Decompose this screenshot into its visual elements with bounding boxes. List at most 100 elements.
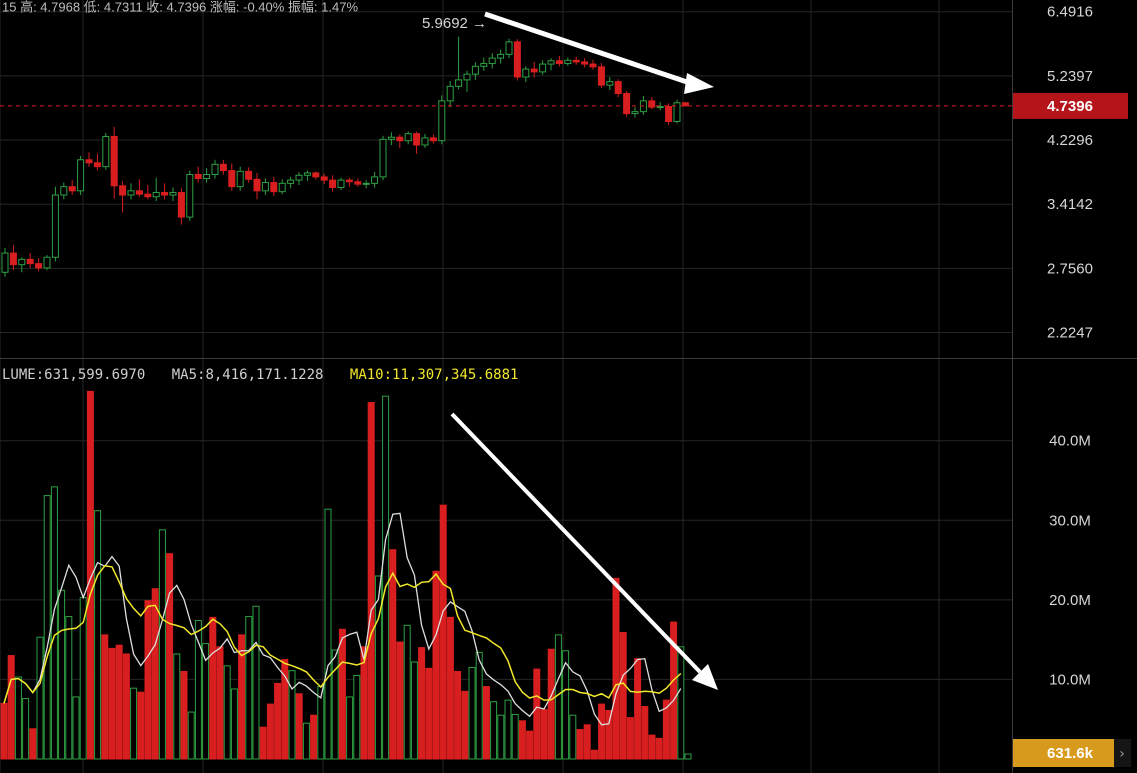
volume-bar [43,495,51,760]
ohlc-header: 15 高: 4.7968 低: 4.7311 收: 4.7396 涨幅: -0.… [2,0,358,15]
candle-body [1,252,9,273]
volume-bar [194,620,202,760]
trend-arrow-volume [450,412,718,690]
volume-bar [144,600,152,760]
candle-body [606,81,614,86]
high-price-label: 5.9692 → [422,15,487,32]
volume-bar [86,390,94,760]
volume-bar [598,703,606,760]
volume-bar [0,702,8,760]
candle-body [522,68,530,78]
volume-bar [518,720,526,760]
candle-body [681,102,689,107]
candle-body [18,258,26,266]
volume-bar [274,682,282,760]
candle-body [127,190,135,196]
volume-bar [245,616,253,760]
candle-body [43,256,51,269]
price-tick-label: 4.2296 [1047,132,1093,149]
scroll-right-button[interactable] [1114,739,1131,767]
volume-bar [209,616,217,760]
chevron-right-icon[interactable]: › [1119,746,1125,762]
candle-body [270,182,278,193]
candle-body [371,176,379,184]
volume-bar [374,575,382,760]
candle-body [110,135,118,187]
candle-body [471,65,479,75]
candle-body [102,135,110,168]
candle-body [404,133,412,142]
volume-tick-label: 20.0M [1049,592,1091,609]
candle-body [396,136,404,142]
candle-body [505,41,513,55]
candle-body [203,173,211,179]
candle-body [446,85,454,102]
volume-bar [302,722,310,760]
volume-bar [619,631,627,760]
volume-bar [432,570,440,760]
ma5-line [3,512,682,726]
candle-body [539,63,547,73]
volume-bar [605,709,613,760]
volume-bar [677,646,685,760]
volume-bar [547,648,555,760]
ma10-line [3,564,682,704]
volume-bar [590,749,598,760]
volume-bar [576,729,584,760]
volume-bar [94,510,102,760]
volume-bar [360,646,368,760]
volume-bar [324,508,332,760]
candle-body [177,192,185,218]
candle-body [245,170,253,180]
volume-bar [259,726,267,760]
price-tick-label: 5.2397 [1047,68,1093,85]
volume-bar [65,616,73,760]
volume-bar [504,699,512,760]
candle-body [513,41,521,78]
volume-bar [454,670,462,760]
candle-body [429,137,437,142]
volume-bar [202,643,210,760]
volume-bar [612,577,620,760]
volume-bar [151,588,159,760]
volume-bar [310,714,318,760]
candle-body [295,174,303,181]
candle-body [211,163,219,175]
candle-body [236,170,244,188]
candle-body [93,162,101,168]
candle-body [287,179,295,184]
candle-body [648,100,656,108]
candle-body [463,73,471,81]
price-candlesticks [1,36,689,277]
candle-body [320,176,328,181]
candle-body [530,68,538,73]
candle-body [631,111,639,115]
volume-bar [468,666,476,760]
volume-bar [158,529,166,760]
volume-bar [497,714,505,760]
volume-bar [230,688,238,760]
volume-bar [122,653,130,760]
volume-bar [655,737,663,760]
volume-bar [490,701,498,760]
candle-body [572,59,580,63]
volume-bars [0,390,692,760]
volume-bar [346,696,354,760]
volume-bar [252,605,260,760]
candle-body [194,173,202,179]
volume-bar [173,653,181,760]
volume-bar [216,646,224,760]
candle-body [597,66,605,86]
volume-bar [634,658,642,760]
volume-bar [446,616,454,760]
candle-body [413,133,421,146]
volume-bar [475,651,483,760]
candle-body [379,138,387,178]
volume-bar [684,753,692,760]
volume-bar [331,649,339,760]
current-volume-label: 631.6k [1047,745,1094,762]
volume-tick-label: 30.0M [1049,512,1091,529]
trend-arrow-price [484,11,714,94]
volume-bar [288,670,296,760]
